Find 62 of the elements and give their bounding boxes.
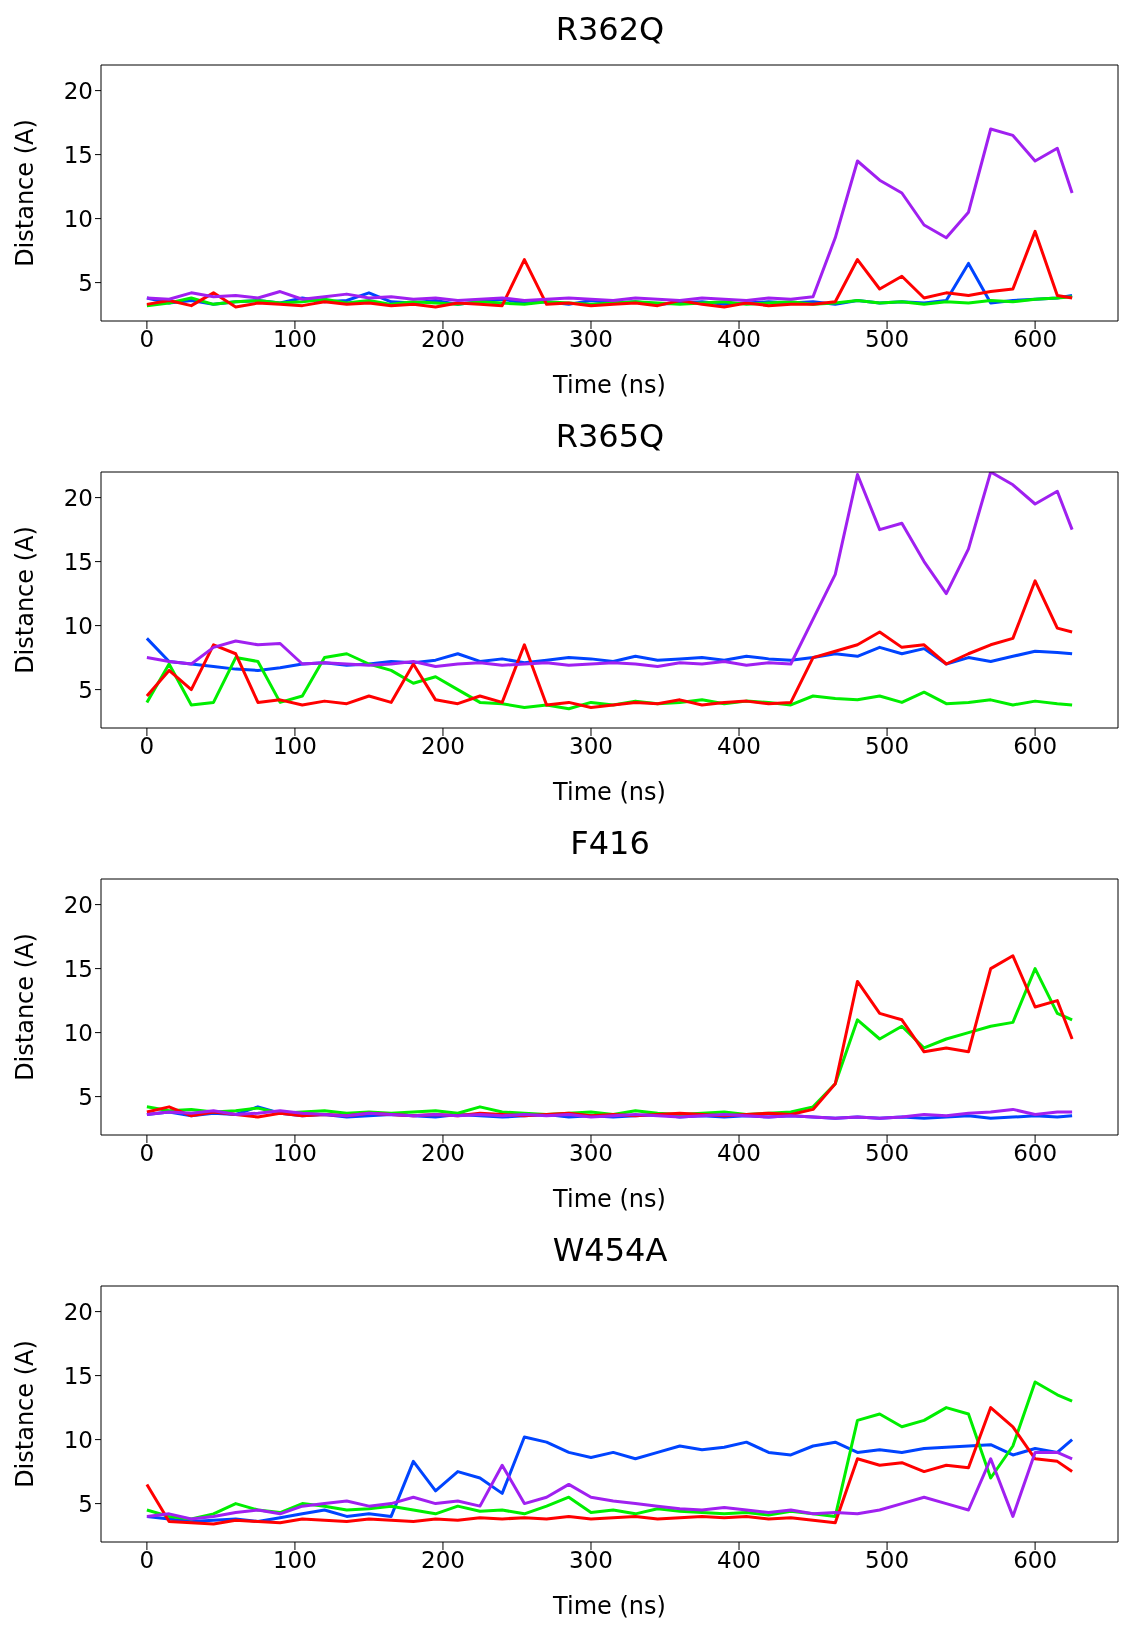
y-tick-label: 15 [63, 141, 93, 168]
chart-title: R365Q [554, 417, 666, 455]
x-tick-label: 500 [865, 326, 910, 353]
y-tick-label: 20 [63, 484, 93, 511]
x-tick-label: 500 [865, 1547, 910, 1574]
x-tick-label: 200 [421, 1140, 465, 1167]
x-tick-label: 100 [272, 733, 317, 760]
y-axis-title: Distance (A) [10, 526, 39, 674]
x-tick-label: 100 [272, 1140, 317, 1167]
y-tick-label: 20 [63, 891, 93, 918]
x-tick-label: 400 [717, 1140, 761, 1167]
y-axis-title: Distance (A) [10, 1340, 39, 1488]
x-tick-label: 300 [569, 733, 613, 760]
x-axis-title: Time (ns) [552, 778, 666, 806]
x-tick-label: 0 [139, 733, 155, 760]
x-tick-label: 500 [865, 1140, 910, 1167]
line-series [145, 472, 1074, 669]
y-tick-label: 5 [78, 1083, 93, 1110]
chart-title: F416 [569, 824, 651, 862]
line-series [145, 579, 1074, 710]
x-tick-label: 100 [272, 326, 317, 353]
x-tick-label: 500 [865, 733, 910, 760]
x-tick-label: 300 [569, 326, 613, 353]
x-tick-label: 0 [139, 1140, 155, 1167]
line-series [145, 1406, 1074, 1526]
y-tick-label: 20 [63, 1298, 93, 1325]
line-series [145, 127, 1074, 303]
y-tick-label: 5 [78, 269, 93, 296]
x-tick-label: 300 [569, 1547, 613, 1574]
y-tick-label: 10 [63, 205, 93, 232]
x-tick-label: 200 [421, 1547, 465, 1574]
x-axis-title: Time (ns) [552, 1185, 666, 1213]
chart-title: W454A [551, 1231, 669, 1269]
x-tick-label: 600 [1013, 1140, 1058, 1167]
x-tick-label: 600 [1013, 733, 1058, 760]
y-tick-label: 10 [63, 612, 93, 639]
x-tick-label: 400 [717, 1547, 761, 1574]
x-tick-label: 600 [1013, 326, 1058, 353]
y-tick-label: 5 [78, 1490, 93, 1517]
y-tick-label: 10 [63, 1426, 93, 1453]
line-series [145, 1450, 1074, 1521]
y-tick-label: 5 [78, 676, 93, 703]
y-axis-title: Distance (A) [10, 119, 39, 267]
y-axis-title: Distance (A) [10, 933, 39, 1081]
y-tick-label: 15 [63, 548, 93, 575]
x-tick-label: 0 [139, 1547, 155, 1574]
y-tick-label: 15 [63, 1362, 93, 1389]
y-tick-label: 15 [63, 955, 93, 982]
x-tick-label: 0 [139, 326, 155, 353]
x-tick-label: 200 [421, 326, 465, 353]
x-tick-label: 200 [421, 733, 465, 760]
y-tick-label: 20 [63, 77, 93, 104]
line-series [145, 229, 1074, 309]
x-tick-label: 400 [717, 733, 761, 760]
x-tick-label: 600 [1013, 1547, 1058, 1574]
x-axis-title: Time (ns) [552, 371, 666, 399]
y-tick-label: 10 [63, 1019, 93, 1046]
x-axis-title: Time (ns) [552, 1592, 666, 1620]
x-tick-label: 400 [717, 326, 761, 353]
chart-title: R362Q [554, 10, 666, 48]
x-tick-label: 300 [569, 1140, 613, 1167]
x-tick-label: 100 [272, 1547, 317, 1574]
